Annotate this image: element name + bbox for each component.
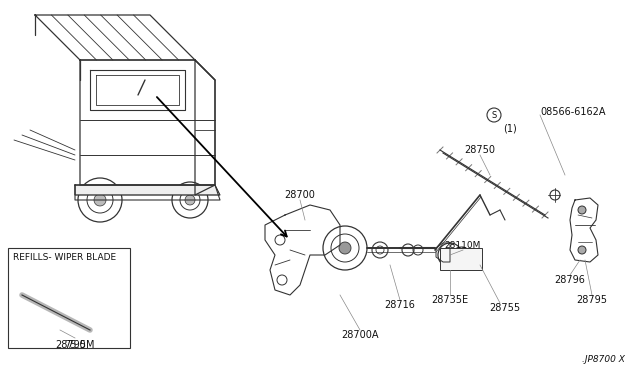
Text: 28795M: 28795M xyxy=(55,340,95,350)
Circle shape xyxy=(185,195,195,205)
Text: 28735E: 28735E xyxy=(431,295,468,305)
Text: 28750: 28750 xyxy=(465,145,495,155)
Text: S: S xyxy=(492,110,497,119)
Circle shape xyxy=(94,194,106,206)
Text: 28700A: 28700A xyxy=(341,330,379,340)
Bar xyxy=(8,248,130,348)
Text: (1): (1) xyxy=(503,123,517,133)
Text: 28796: 28796 xyxy=(555,275,586,285)
Text: REFILLS- WIPER BLADE: REFILLS- WIPER BLADE xyxy=(13,253,116,263)
Polygon shape xyxy=(75,185,220,195)
Text: 28700: 28700 xyxy=(285,190,316,200)
Text: 28716: 28716 xyxy=(385,300,415,310)
Text: 28795: 28795 xyxy=(577,295,607,305)
Circle shape xyxy=(578,246,586,254)
Bar xyxy=(440,248,482,270)
Text: 28110M: 28110M xyxy=(445,241,481,250)
Circle shape xyxy=(339,242,351,254)
Circle shape xyxy=(578,206,586,214)
Text: .JP8700 X: .JP8700 X xyxy=(582,356,625,365)
Text: 75.0: 75.0 xyxy=(64,340,86,350)
Text: 08566-6162A: 08566-6162A xyxy=(540,107,605,117)
Text: 28755: 28755 xyxy=(490,303,520,313)
